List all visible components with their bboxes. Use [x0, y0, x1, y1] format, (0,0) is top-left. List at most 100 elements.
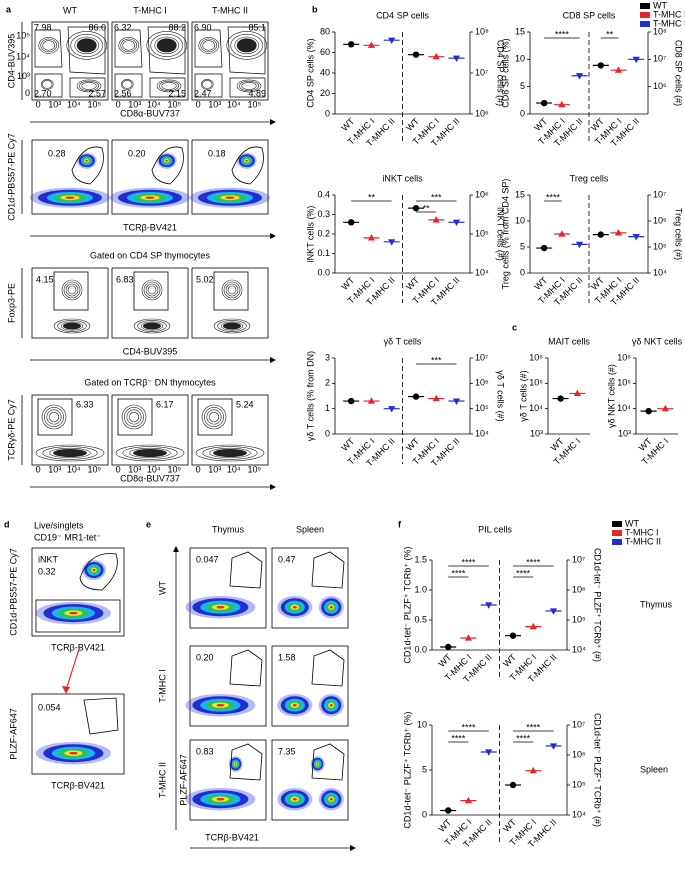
tick-label: 10⁶	[617, 352, 631, 362]
density-blob	[245, 159, 248, 162]
flow-tick: 10⁴	[67, 464, 81, 474]
gate-percentage: 0.054	[38, 702, 61, 712]
tick-label: 1.5	[414, 554, 427, 564]
tick-label: 5	[520, 81, 525, 91]
column-header: Spleen	[296, 524, 324, 534]
contour	[202, 80, 213, 89]
column-header: WT	[63, 5, 77, 15]
contour	[239, 80, 259, 92]
data-point	[575, 241, 584, 249]
contour	[156, 79, 182, 93]
data-point	[632, 56, 640, 64]
gating-title: Gated on TCRβ⁻ DN thymocytes	[84, 377, 216, 387]
panel-letter: d	[4, 519, 10, 529]
flow-tick: 10⁵	[247, 464, 261, 474]
significance: **	[606, 29, 614, 39]
gate-percentage: 2.47	[194, 88, 212, 98]
tick-label: 10⁶	[475, 189, 489, 199]
data-point	[452, 219, 461, 227]
gate	[229, 551, 263, 589]
flow-tick: 10³	[128, 99, 141, 109]
tick-label: 10⁶	[653, 81, 667, 91]
contour	[200, 79, 214, 90]
gate-percentage: 0.32	[38, 566, 56, 576]
density-blob	[225, 196, 235, 199]
axis-label: CD1d-PBS57-PE Cy7	[8, 548, 18, 636]
gate	[229, 743, 263, 781]
legend-swatch	[612, 521, 622, 527]
contour	[230, 33, 264, 57]
gate-percentage: 0.47	[278, 554, 296, 564]
contour	[53, 318, 91, 334]
tick-label: 10³	[618, 428, 631, 438]
gate-percentage: 2.56	[114, 88, 132, 98]
arrow-head	[350, 845, 356, 851]
contour	[137, 320, 167, 332]
gate	[117, 398, 153, 436]
arrow-head	[173, 546, 179, 552]
contour-core	[63, 322, 81, 330]
axis-label: CD1d-tet⁻ PLZF⁺ TCRb⁺ (#)	[593, 548, 603, 662]
significance: ****	[516, 568, 531, 578]
gating-arrow	[65, 645, 81, 691]
contour	[161, 82, 177, 90]
axis-label: CD4 SP cells (%)	[305, 38, 315, 107]
tick-label: 0.2	[317, 228, 330, 238]
axis-label: PLZF-AF647	[8, 708, 18, 760]
column-header: T-MHC II	[212, 5, 248, 15]
flow-tick: 0	[116, 464, 121, 474]
contour-core	[213, 449, 247, 457]
gate-percentage: 6.90	[194, 22, 212, 32]
contour	[70, 33, 104, 57]
gate-percentage: 0.18	[208, 148, 226, 158]
contour	[42, 40, 56, 51]
contour	[48, 411, 60, 423]
contour	[221, 279, 243, 301]
tick-label: 0.0	[414, 644, 427, 654]
contour	[74, 36, 100, 55]
significance: **	[368, 192, 376, 202]
arrow-head	[270, 484, 276, 490]
density-blob	[69, 611, 78, 615]
gate-percentage: 7.35	[278, 746, 296, 756]
flow-tick: 10³	[128, 464, 141, 474]
panel-title: PIL cells	[478, 524, 512, 534]
contour	[159, 80, 179, 92]
contour-core	[156, 38, 177, 53]
data-point	[573, 389, 581, 397]
axis-label: Treg cells (#)	[674, 208, 684, 260]
contour	[200, 38, 218, 53]
density-blob	[292, 703, 297, 707]
axis-label: CD1d-PBS57-PE Cy7	[6, 133, 16, 221]
density-blob	[216, 797, 225, 801]
gate-percentage: 7.98	[34, 22, 52, 32]
gate	[197, 398, 233, 436]
axis-label: CD8α-BUV737	[120, 108, 180, 118]
tick-label: 1	[325, 403, 330, 413]
plot-title: γδ T cells	[384, 336, 422, 346]
flow-tick: 10⁴	[67, 99, 81, 109]
gate	[83, 697, 119, 735]
row-label: Spleen	[640, 764, 668, 774]
legend-label: T-MHC II	[625, 536, 661, 546]
axis-label: iNKT cells (%)	[305, 206, 315, 263]
tick-label: 0.4	[317, 189, 330, 199]
data-point	[367, 41, 376, 48]
contour	[122, 40, 136, 51]
flow-tick: 10⁵	[167, 464, 181, 474]
contour	[63, 281, 81, 299]
flow-tick: 10³	[48, 99, 61, 109]
tick-label: 0.0	[317, 267, 330, 277]
axis-label: PLZF-AF647	[178, 754, 188, 806]
contour	[67, 285, 77, 295]
tick-label: 10	[417, 719, 427, 729]
significance: ****	[461, 722, 476, 732]
contour	[81, 82, 97, 90]
flow-tick: 0	[36, 464, 41, 474]
significance: ***	[431, 355, 442, 365]
contour	[204, 407, 224, 427]
gate-percentage: 6.33	[76, 399, 94, 409]
gate-percentage: 86.0	[88, 22, 106, 32]
contour	[79, 80, 99, 92]
contour	[150, 33, 184, 57]
